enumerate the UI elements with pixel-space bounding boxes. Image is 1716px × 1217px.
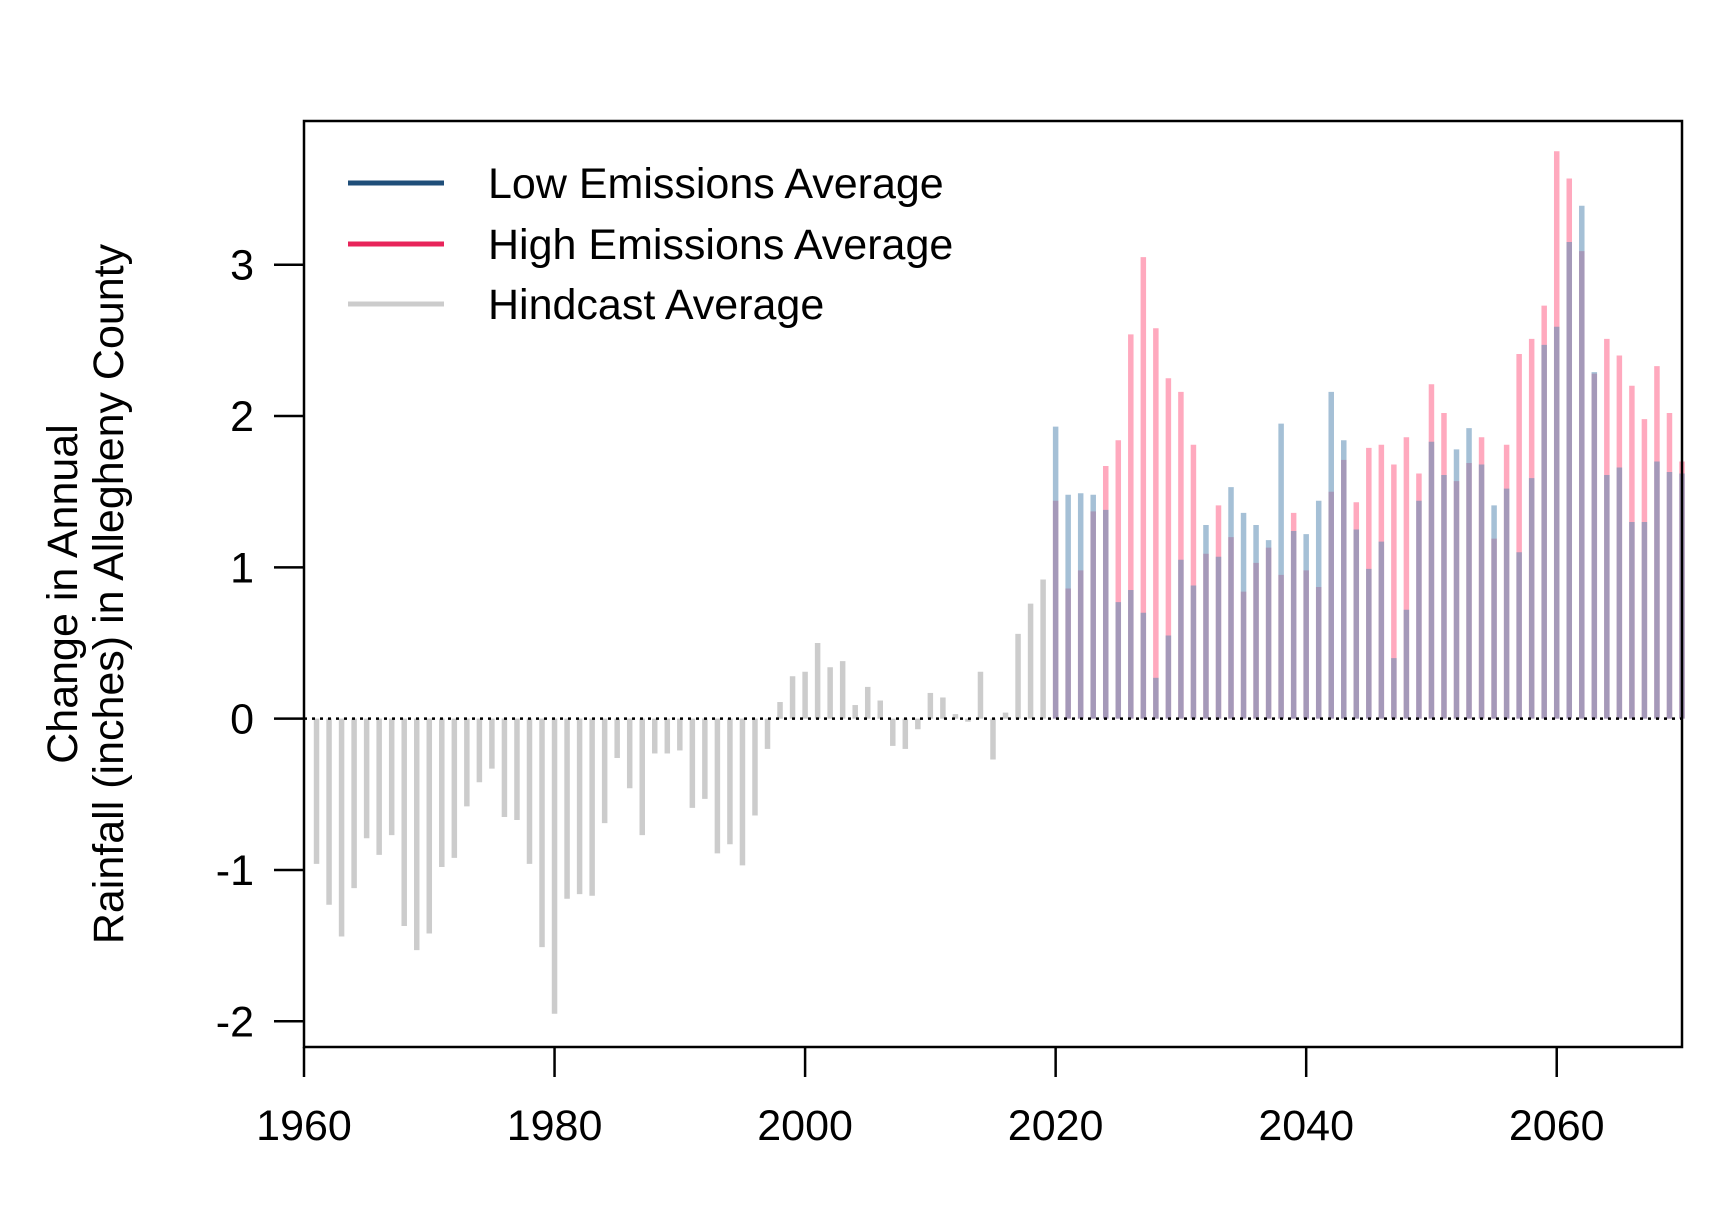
x-tick-label: 1960 xyxy=(256,1102,352,1150)
y-tick-label: -2 xyxy=(216,998,254,1046)
x-tick-label: 1980 xyxy=(507,1102,603,1150)
legend-label-high-emissions-average: High Emissions Average xyxy=(488,221,953,269)
x-tick-label: 2040 xyxy=(1258,1102,1354,1150)
x-tick-label: 2020 xyxy=(1008,1102,1104,1150)
y-tick-label: 3 xyxy=(230,242,254,290)
y-axis-label-line: Rainfall (inches) in Allegheny County xyxy=(85,243,133,944)
legend: Low Emissions Average High Emissions Aver… xyxy=(348,160,953,329)
y-tick-label: 2 xyxy=(230,393,254,441)
x-tick-label: 2060 xyxy=(1509,1102,1605,1150)
series-low-emissions-average xyxy=(1052,205,1685,719)
bars-layer xyxy=(313,151,1685,1014)
x-tick-label: 2000 xyxy=(757,1102,853,1150)
legend-label-low-emissions-average: Low Emissions Average xyxy=(488,160,944,208)
y-tick-label: 0 xyxy=(230,696,254,744)
series-hindcast-average xyxy=(313,579,1046,1014)
axes-layer: 1960 1980 2000 2020 2040 2060 -2 -1 0 1 2 3 xyxy=(216,242,1605,1150)
legend-label-hindcast-average: Hindcast Average xyxy=(488,281,824,329)
plot-frame xyxy=(302,119,1684,1049)
y-axis-label-line: Change in Annual xyxy=(39,424,87,764)
y-tick-label: -1 xyxy=(216,847,254,895)
y-tick-label: 1 xyxy=(230,544,254,592)
